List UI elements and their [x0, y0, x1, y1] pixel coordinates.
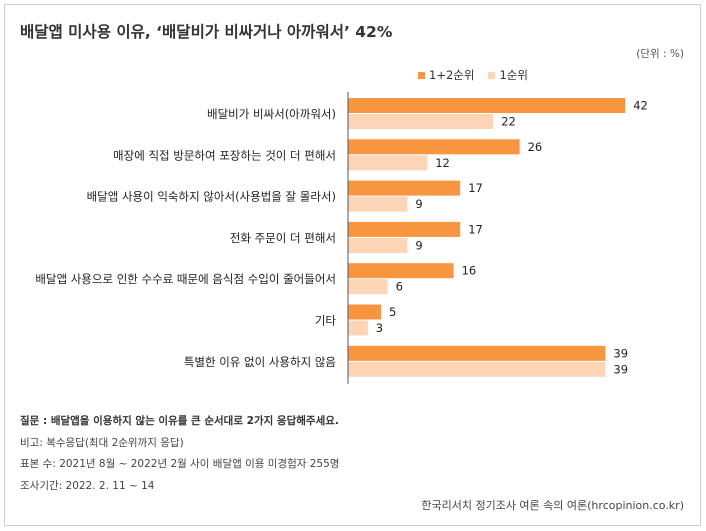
category-label: 배달비가 비싸서(아까워서) [207, 107, 336, 121]
data-label: 17 [468, 222, 483, 236]
data-label: 6 [396, 280, 403, 294]
bar [348, 304, 381, 320]
category-label: 특별한 이유 없이 사용하지 않음 [184, 355, 336, 369]
data-label: 26 [528, 140, 543, 154]
legend-swatch-primary [418, 71, 425, 79]
bar [348, 361, 606, 377]
bar [348, 221, 461, 237]
data-label: 39 [613, 362, 628, 376]
category-label: 전화 주문이 더 편해서 [230, 231, 336, 245]
bar [348, 237, 408, 253]
category-label: 배달앱 사용으로 인한 수수료 때문에 음식점 수입이 줄어들어서 [35, 272, 336, 286]
bar [348, 263, 454, 279]
data-label: 39 [613, 346, 628, 360]
note-question: 질문 : 배달앱을 이용하지 않는 이유를 큰 순서대로 2가지 응답해주세요. [20, 415, 339, 427]
note-period: 조사기간: 2022. 2. 11 ~ 14 [20, 479, 155, 492]
data-label: 17 [468, 181, 483, 195]
notes: 질문 : 배달앱을 이용하지 않는 이유를 큰 순서대로 2가지 응답해주세요.… [20, 411, 339, 497]
source-credit: 한국리서치 정기조사 여론 속의 여론(hrcopinion.co.kr) [421, 499, 684, 512]
legend-label-secondary: 1순위 [499, 68, 528, 82]
bar [348, 139, 520, 155]
bar [348, 155, 428, 171]
chart-title: 배달앱 미사용 이유, ‘배달비가 비싸거나 아까워서’ 42% [20, 23, 393, 41]
data-label: 3 [376, 321, 383, 335]
note-sample: 표본 수: 2021년 8월 ~ 2022년 2월 사이 배달앱 이용 미경험자… [20, 458, 340, 470]
bar [348, 320, 368, 336]
category-label: 매장에 직접 방문하여 포장하는 것이 더 편해서 [113, 148, 336, 162]
category-label: 배달앱 사용이 익숙하지 않아서(사용법을 잘 몰라서) [87, 190, 336, 204]
legend-label-primary: 1+2순위 [429, 68, 475, 82]
data-label: 9 [415, 238, 422, 252]
bar [348, 345, 606, 361]
bar [348, 196, 408, 212]
legend: 1+2순위 1순위 [418, 67, 528, 83]
legend-swatch-secondary [488, 71, 496, 79]
legend-item-primary: 1+2순위 [418, 67, 474, 83]
bar [348, 98, 626, 113]
bar [348, 279, 388, 295]
data-label: 12 [435, 156, 450, 170]
legend-item-secondary: 1순위 [488, 67, 528, 83]
note-remark: 비고: 복수응답(최대 2순위까지 응답) [20, 436, 184, 449]
bar [348, 114, 494, 129]
data-label: 5 [389, 305, 396, 319]
category-label: 기타 [315, 314, 337, 328]
data-label: 42 [633, 99, 648, 113]
data-label: 16 [462, 264, 477, 278]
data-label: 22 [501, 115, 516, 129]
data-label: 9 [415, 197, 422, 211]
unit-label: (단위 : %) [636, 48, 684, 60]
bar [348, 180, 461, 196]
